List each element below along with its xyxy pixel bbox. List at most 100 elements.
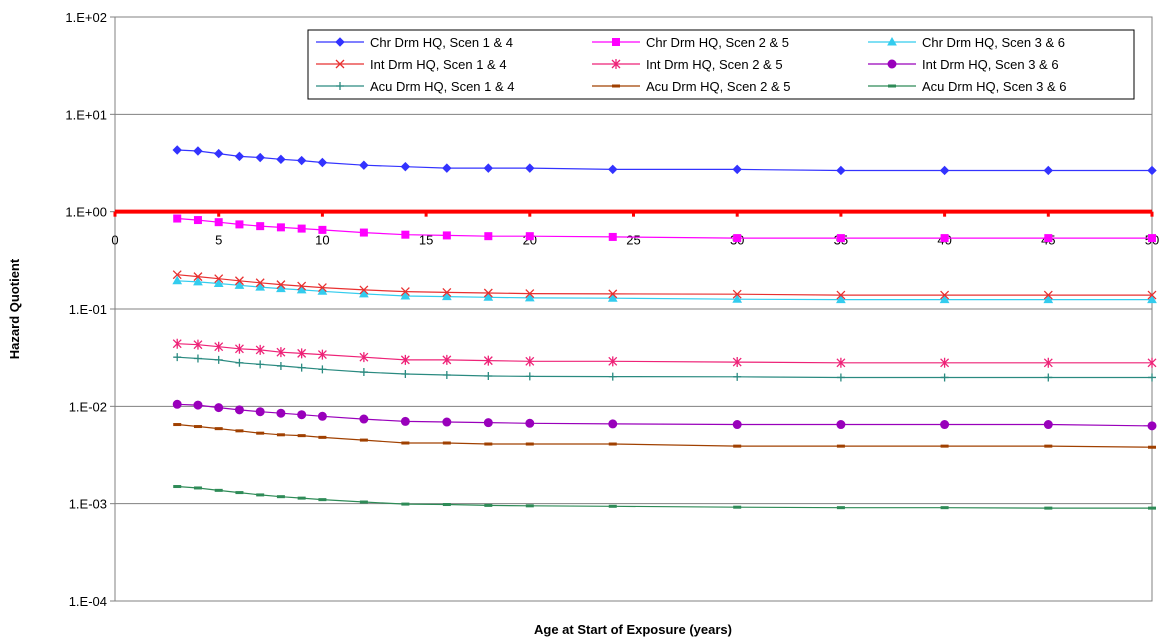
legend-marker — [612, 38, 620, 46]
data-point — [400, 354, 410, 365]
legend-entry: Acu Drm HQ, Scen 2 & 5 — [592, 79, 791, 94]
y-tick-label: 1.E-03 — [69, 497, 107, 512]
legend-label: Chr Drm HQ, Scen 2 & 5 — [646, 35, 789, 50]
data-point — [1147, 357, 1157, 368]
data-point — [1043, 420, 1053, 430]
x-tick-label: 15 — [419, 233, 433, 248]
x-tick-label: 25 — [626, 233, 640, 248]
data-point — [276, 495, 285, 499]
data-point — [193, 339, 203, 350]
data-point — [836, 357, 846, 368]
data-point — [193, 272, 203, 282]
data-point — [525, 356, 535, 367]
data-point — [256, 431, 265, 435]
data-point — [1043, 165, 1054, 176]
legend-entry: Chr Drm HQ, Scen 3 & 6 — [868, 35, 1065, 50]
data-point — [525, 232, 534, 241]
legend-entry: Int Drm HQ, Scen 2 & 5 — [592, 57, 783, 72]
data-point — [172, 399, 182, 409]
data-point — [255, 407, 265, 417]
data-point — [401, 369, 410, 378]
data-point — [836, 444, 845, 448]
legend-label: Chr Drm HQ, Scen 1 & 4 — [370, 35, 513, 50]
legend-marker — [335, 59, 345, 69]
data-point — [608, 289, 618, 299]
data-point — [173, 214, 182, 223]
legend-label: Chr Drm HQ, Scen 3 & 6 — [922, 35, 1065, 50]
data-point — [276, 347, 286, 358]
data-point — [400, 290, 411, 300]
data-point — [442, 417, 452, 427]
data-point — [214, 274, 224, 284]
series-group — [172, 145, 1157, 510]
legend-box — [307, 29, 1135, 100]
legend-marker — [336, 82, 344, 90]
data-point — [256, 222, 265, 231]
y-tick-label: 1.E+02 — [65, 10, 107, 25]
data-point — [733, 372, 742, 381]
data-point — [255, 152, 265, 163]
data-point — [1044, 234, 1053, 243]
data-point — [276, 408, 286, 418]
data-point — [255, 344, 265, 355]
data-point — [836, 506, 845, 510]
data-point — [235, 358, 244, 367]
data-point — [359, 228, 368, 237]
data-point — [401, 502, 410, 506]
data-point — [172, 275, 183, 285]
series-5 — [172, 338, 1157, 368]
data-point — [193, 276, 203, 286]
data-point — [442, 370, 451, 379]
data-point — [733, 234, 742, 243]
data-point — [1044, 373, 1053, 382]
data-point — [318, 365, 327, 374]
data-point — [296, 155, 307, 166]
data-point — [1044, 506, 1053, 510]
data-point — [297, 434, 306, 438]
data-point — [400, 161, 411, 172]
legend-entry: Acu Drm HQ, Scen 1 & 4 — [316, 79, 515, 94]
data-point — [732, 164, 742, 175]
legend: Chr Drm HQ, Scen 1 & 4 Chr Drm HQ, Scen 2… — [307, 29, 1135, 100]
data-point — [483, 163, 494, 173]
gridlines — [115, 113, 1152, 505]
legend-entry: Int Drm HQ, Scen 3 & 6 — [868, 57, 1059, 72]
legend-entry: Chr Drm HQ, Scen 1 & 4 — [316, 35, 513, 50]
data-point — [1043, 290, 1053, 300]
data-point — [234, 405, 244, 415]
y-tick-label: 1.E+00 — [65, 205, 107, 220]
data-point — [317, 157, 328, 168]
data-point — [214, 355, 223, 364]
data-point — [193, 400, 203, 410]
x-tick-label: 5 — [215, 233, 222, 248]
y-tick-label: 1.E-01 — [69, 302, 107, 317]
series-7 — [173, 353, 1156, 382]
data-point — [256, 360, 265, 369]
data-point — [608, 442, 617, 446]
data-point — [214, 341, 224, 352]
data-point — [442, 503, 451, 507]
data-point — [1043, 357, 1053, 368]
data-point — [297, 363, 306, 372]
data-point — [235, 491, 244, 495]
legend-marker — [887, 36, 897, 46]
data-point — [193, 425, 202, 429]
data-point — [732, 420, 742, 430]
data-point — [172, 145, 182, 155]
data-point — [256, 493, 265, 497]
data-point — [296, 284, 307, 294]
data-point — [297, 281, 307, 291]
legend-label: Int Drm HQ, Scen 2 & 5 — [646, 57, 783, 72]
legend-entry: Int Drm HQ, Scen 1 & 4 — [316, 57, 507, 72]
data-point — [1147, 290, 1157, 300]
data-point — [940, 420, 950, 430]
data-point — [297, 496, 306, 500]
data-point — [442, 441, 451, 445]
data-point — [524, 292, 535, 302]
data-point — [193, 146, 203, 156]
data-point — [173, 423, 182, 427]
data-point — [1148, 506, 1156, 510]
legend-label: Int Drm HQ, Scen 1 & 4 — [370, 57, 507, 72]
data-point — [483, 292, 494, 301]
